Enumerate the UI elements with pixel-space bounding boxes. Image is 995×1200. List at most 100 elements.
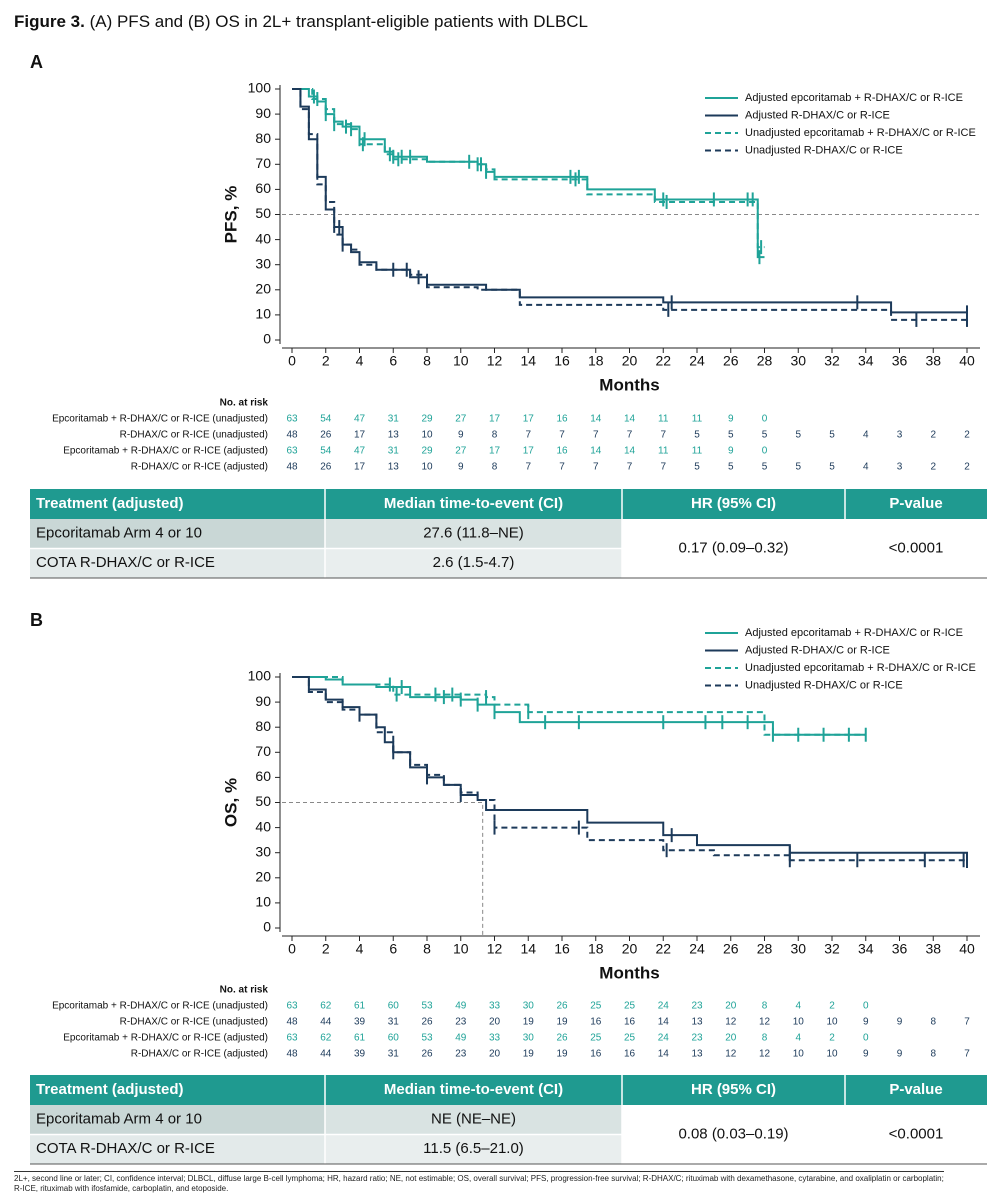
table-cell: 2.6 (1.5-4.7) [433, 554, 515, 571]
risk-count: 10 [793, 1017, 805, 1028]
risk-label: Epcoritamab + R-DHAX/C or R-ICE (adjuste… [63, 446, 268, 457]
table-cell: NE (NE–NE) [431, 1111, 516, 1128]
risk-count: 17 [489, 414, 501, 425]
risk-count: 5 [694, 462, 700, 473]
risk-count: 14 [590, 414, 602, 425]
legend-label: Unadjusted R-DHAX/C or R-ICE [745, 144, 903, 156]
table-header: Median time-to-event (CI) [384, 1081, 563, 1098]
x-tick-label: 36 [892, 353, 908, 369]
risk-count: 4 [863, 430, 869, 441]
risk-count: 17 [523, 414, 535, 425]
risk-count: 0 [762, 446, 768, 457]
x-tick-label: 4 [356, 941, 364, 957]
x-tick-label: 8 [423, 353, 431, 369]
y-tick-label: 50 [255, 793, 271, 809]
risk-count: 9 [863, 1049, 869, 1060]
y-tick-label: 80 [255, 130, 271, 146]
risk-count: 25 [590, 1001, 602, 1012]
risk-count: 5 [728, 430, 734, 441]
risk-title: No. at risk [220, 985, 269, 996]
risk-count: 8 [492, 462, 498, 473]
risk-count: 62 [320, 1001, 332, 1012]
table-header: HR (95% CI) [691, 1081, 776, 1098]
risk-count: 9 [458, 430, 464, 441]
x-tick-label: 32 [824, 353, 840, 369]
risk-count: 14 [624, 414, 636, 425]
risk-count: 31 [388, 1049, 400, 1060]
risk-count: 17 [523, 446, 535, 457]
risk-count: 20 [725, 1033, 737, 1044]
risk-count: 7 [593, 430, 599, 441]
risk-count: 5 [694, 430, 700, 441]
risk-count: 23 [691, 1033, 703, 1044]
risk-count: 53 [421, 1001, 433, 1012]
y-tick-label: 50 [255, 205, 271, 221]
x-tick-label: 20 [622, 941, 638, 957]
x-tick-label: 24 [689, 353, 705, 369]
table-header-bg [30, 489, 987, 519]
table-hr: 0.17 (0.09–0.32) [678, 539, 788, 556]
x-tick-label: 34 [858, 941, 874, 957]
risk-count: 63 [286, 1033, 298, 1044]
x-tick-label: 22 [655, 353, 671, 369]
risk-count: 5 [728, 462, 734, 473]
risk-count: 30 [523, 1001, 535, 1012]
risk-count: 7 [964, 1017, 970, 1028]
km-curve [292, 676, 968, 871]
risk-count: 48 [286, 1049, 298, 1060]
panel-label: B [30, 610, 43, 630]
risk-count: 62 [320, 1033, 332, 1044]
legend-label: Unadjusted epcoritamab + R-DHAX/C or R-I… [745, 127, 976, 139]
y-tick-label: 60 [255, 768, 271, 784]
risk-count: 0 [762, 414, 768, 425]
x-tick-label: 14 [520, 941, 536, 957]
risk-count: 12 [725, 1049, 737, 1060]
table-cell: COTA R-DHAX/C or R-ICE [36, 1140, 215, 1157]
table-cell: 27.6 (11.8–NE) [423, 525, 524, 542]
table-cell-bg [30, 548, 325, 578]
risk-count: 29 [421, 414, 433, 425]
risk-count: 23 [691, 1001, 703, 1012]
risk-count: 10 [826, 1017, 838, 1028]
risk-count: 60 [388, 1001, 400, 1012]
risk-count: 48 [286, 430, 298, 441]
x-tick-label: 10 [453, 941, 469, 957]
x-tick-label: 38 [925, 353, 941, 369]
x-axis-label: Months [599, 375, 659, 394]
risk-count: 29 [421, 446, 433, 457]
risk-count: 60 [388, 1033, 400, 1044]
x-tick-label: 12 [487, 941, 503, 957]
risk-count: 11 [658, 414, 669, 425]
risk-label: Epcoritamab + R-DHAX/C or R-ICE (unadjus… [52, 1001, 268, 1012]
figure-label: Figure 3. [14, 12, 85, 31]
risk-count: 11 [658, 446, 669, 457]
risk-count: 9 [728, 446, 734, 457]
risk-count: 11 [692, 414, 703, 425]
risk-count: 7 [660, 462, 666, 473]
table-hr: 0.08 (0.03–0.19) [678, 1125, 788, 1142]
y-tick-label: 10 [255, 306, 271, 322]
risk-count: 63 [286, 414, 298, 425]
risk-count: 7 [627, 430, 633, 441]
x-tick-label: 16 [554, 353, 570, 369]
risk-count: 9 [728, 414, 734, 425]
risk-count: 12 [725, 1017, 737, 1028]
risk-count: 4 [863, 462, 869, 473]
risk-count: 13 [691, 1017, 703, 1028]
risk-count: 2 [930, 462, 936, 473]
x-tick-label: 8 [423, 941, 431, 957]
x-tick-label: 20 [622, 353, 638, 369]
footnote: 2L+, second line or later; CI, confidenc… [14, 1171, 944, 1194]
risk-count: 61 [354, 1033, 366, 1044]
risk-count: 53 [421, 1033, 433, 1044]
risk-count: 2 [964, 430, 970, 441]
risk-count: 4 [795, 1001, 801, 1012]
y-tick-label: 40 [255, 818, 271, 834]
risk-count: 27 [455, 414, 467, 425]
x-tick-label: 32 [824, 941, 840, 957]
y-tick-label: 0 [263, 919, 271, 935]
risk-count: 19 [523, 1049, 535, 1060]
risk-count: 9 [458, 462, 464, 473]
risk-count: 17 [354, 430, 366, 441]
